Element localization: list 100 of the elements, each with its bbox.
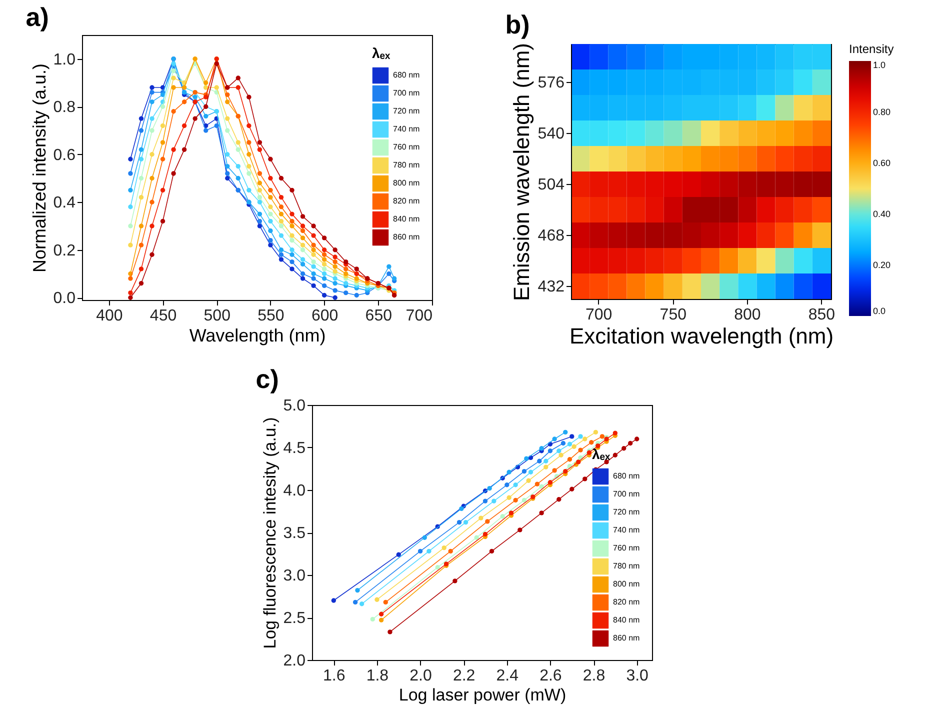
point bbox=[278, 252, 284, 257]
point bbox=[268, 195, 273, 200]
point bbox=[474, 535, 479, 540]
point bbox=[268, 238, 273, 243]
point bbox=[506, 495, 512, 500]
point bbox=[257, 200, 262, 204]
x-axis-title: Log laser power (mW) bbox=[398, 686, 566, 704]
point bbox=[311, 242, 316, 248]
point bbox=[160, 188, 166, 193]
point bbox=[300, 248, 306, 252]
point bbox=[539, 446, 544, 451]
point bbox=[182, 100, 187, 104]
legend-label: 780 nm bbox=[613, 562, 640, 570]
point bbox=[567, 457, 572, 462]
point bbox=[537, 458, 542, 464]
point bbox=[128, 204, 133, 210]
point bbox=[257, 212, 262, 216]
point bbox=[582, 476, 588, 482]
point bbox=[257, 224, 262, 228]
legend-label: 760 nm bbox=[393, 142, 420, 152]
point bbox=[138, 176, 144, 181]
point bbox=[268, 212, 273, 216]
point bbox=[634, 436, 640, 442]
point bbox=[311, 252, 316, 257]
point bbox=[386, 271, 392, 276]
point bbox=[246, 188, 252, 193]
point bbox=[518, 528, 522, 532]
point bbox=[171, 85, 176, 90]
point bbox=[311, 271, 316, 276]
point bbox=[300, 276, 306, 281]
point bbox=[322, 271, 327, 276]
point bbox=[236, 76, 240, 80]
point bbox=[311, 276, 316, 281]
point bbox=[204, 128, 208, 133]
point bbox=[322, 262, 327, 267]
point bbox=[422, 535, 427, 540]
point bbox=[578, 448, 583, 452]
point bbox=[332, 248, 338, 252]
x-tick-label: 750 bbox=[660, 306, 687, 324]
point bbox=[128, 290, 133, 296]
point bbox=[150, 116, 154, 121]
point bbox=[332, 264, 338, 269]
point bbox=[344, 290, 348, 296]
y-tick-label: 2.0 bbox=[283, 652, 306, 670]
x-tick-label: 600 bbox=[311, 308, 338, 324]
point bbox=[128, 171, 133, 176]
point bbox=[489, 548, 494, 554]
point bbox=[171, 109, 176, 114]
point bbox=[225, 128, 230, 133]
point bbox=[160, 140, 166, 145]
point bbox=[526, 478, 531, 483]
color-bar-label: 0.20 bbox=[873, 260, 891, 270]
point bbox=[204, 114, 208, 119]
point bbox=[560, 440, 566, 446]
point bbox=[160, 218, 166, 224]
point bbox=[300, 242, 306, 248]
point bbox=[548, 448, 553, 454]
point bbox=[612, 452, 618, 458]
point bbox=[236, 176, 240, 181]
point bbox=[225, 116, 230, 121]
point bbox=[246, 171, 252, 176]
legend-label: 800 nm bbox=[613, 580, 640, 588]
point bbox=[563, 468, 568, 474]
x-tick-label: 2.0 bbox=[410, 668, 432, 684]
y-tick-label: 2.5 bbox=[283, 610, 306, 627]
point bbox=[332, 276, 338, 281]
legend-label: 760 nm bbox=[613, 544, 640, 552]
point bbox=[600, 434, 605, 439]
point bbox=[246, 140, 252, 145]
point bbox=[278, 257, 284, 262]
point bbox=[278, 176, 284, 181]
point bbox=[138, 116, 144, 121]
color-bar-label: 0.40 bbox=[873, 209, 891, 219]
point bbox=[300, 214, 306, 219]
point bbox=[513, 482, 518, 488]
point bbox=[534, 482, 540, 486]
point bbox=[138, 242, 144, 248]
point bbox=[482, 498, 488, 504]
point bbox=[612, 430, 618, 436]
point bbox=[268, 228, 273, 234]
point bbox=[290, 224, 294, 228]
legend-label: 820 nm bbox=[613, 598, 640, 606]
y-tick-label: 3.5 bbox=[283, 525, 306, 542]
point bbox=[359, 602, 364, 606]
point bbox=[570, 434, 574, 439]
point bbox=[459, 506, 464, 512]
point bbox=[160, 123, 166, 128]
point bbox=[354, 266, 359, 272]
point bbox=[128, 156, 133, 162]
point bbox=[452, 578, 458, 584]
point bbox=[150, 100, 154, 104]
point bbox=[456, 520, 462, 525]
legend-label: 780 nm bbox=[393, 160, 420, 170]
y-tick-label: 0.0 bbox=[53, 290, 76, 308]
color-bar-label: 0.60 bbox=[873, 158, 891, 168]
point bbox=[482, 532, 488, 537]
y-tick-label: 468 bbox=[538, 227, 565, 244]
legend-label: 740 nm bbox=[613, 526, 640, 534]
point bbox=[257, 218, 262, 224]
point bbox=[182, 147, 187, 152]
